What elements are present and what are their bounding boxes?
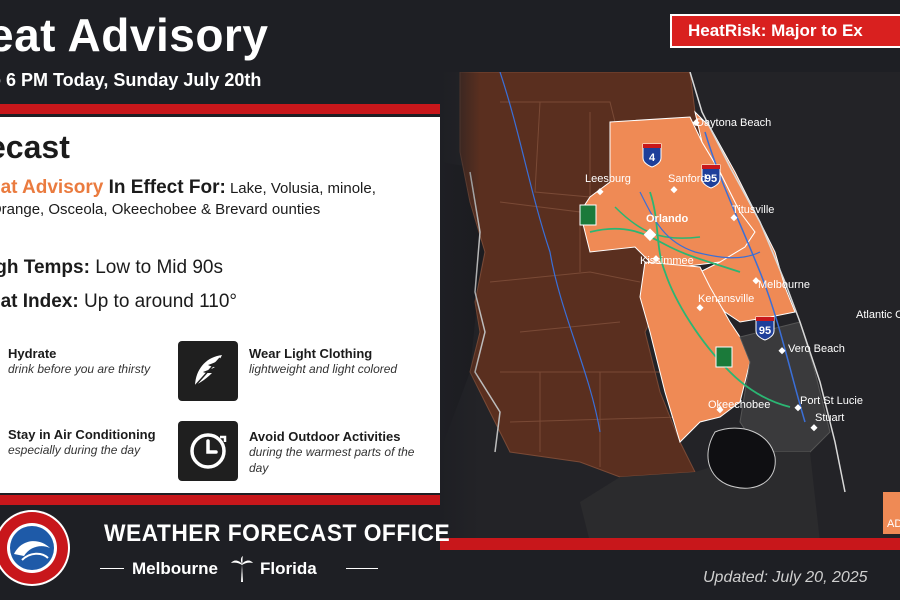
tip-hydrate-text: drink before you are thirsty: [8, 362, 151, 376]
svg-text:4: 4: [649, 152, 656, 164]
svg-text:AD: AD: [887, 518, 900, 530]
tip-hydrate-title: Hydrate: [8, 346, 57, 361]
high-temps-line: igh Temps: Low to Mid 90s: [0, 257, 223, 279]
page-title: eat Advisory: [0, 9, 269, 61]
page-subtitle: o 6 PM Today, Sunday July 20th: [0, 70, 262, 90]
tip-ac-title: Stay in Air Conditioning: [8, 427, 156, 442]
interstate-95-shield-south: 95: [755, 316, 775, 341]
interstate-4-shield: 4: [642, 143, 662, 168]
svg-text:Kissimmee: Kissimmee: [640, 255, 694, 267]
nws-logo: [0, 508, 72, 588]
office-title: WEATHER FORECAST OFFICE: [104, 520, 451, 547]
bottom-accent-bar: [0, 495, 470, 505]
svg-text:Vero Beach: Vero Beach: [788, 343, 845, 355]
forecast-title: ecast: [0, 129, 70, 165]
legend-swatch: [883, 492, 900, 534]
svg-text:Orlando: Orlando: [646, 213, 688, 225]
svg-text:Titusville: Titusville: [732, 204, 774, 216]
turnpike-sign-north: [579, 204, 597, 226]
divider-right: [346, 568, 378, 569]
svg-text:Kenansville: Kenansville: [698, 293, 754, 305]
tip-outdoor-text: during the warmest parts of the day: [249, 445, 415, 475]
advisory-county-osceola: [639, 261, 751, 443]
tip-ac-text: especially during the day: [8, 443, 141, 457]
tip-clothing-text: lightweight and light colored: [249, 362, 398, 376]
tip-clothing-title: Wear Light Clothing: [249, 346, 373, 361]
advisory-highlight: eat Advisory: [0, 177, 104, 198]
feather-icon: [178, 341, 238, 401]
tip-hydrate: Hydrate drink before you are thirsty: [8, 346, 158, 377]
advisory-text: eat Advisory In Effect For: Lake, Volusi…: [0, 177, 410, 220]
svg-text:Stuart: Stuart: [815, 412, 844, 424]
heatrisk-badge: HeatRisk: Major to Ex: [670, 14, 900, 48]
heat-index-line: eat Index: Up to around 110°: [0, 291, 237, 313]
divider-left: [100, 568, 124, 569]
updated-timestamp: Updated: July 20, 2025: [703, 569, 868, 586]
advisory-counties: Lake, Volusia, minole, Orange, Osceola, …: [0, 180, 376, 218]
svg-text:95: 95: [759, 325, 771, 337]
advisory-label: In Effect For:: [103, 177, 226, 198]
interstate-95-shield-north: 95: [701, 164, 721, 189]
svg-text:Leesburg: Leesburg: [585, 173, 631, 185]
lake-okeechobee: [707, 427, 776, 489]
map-accent-bar: [440, 538, 900, 550]
office-city: Melbourne: [132, 559, 218, 578]
turnpike-sign-south: [715, 346, 733, 368]
tip-outdoor-title: Avoid Outdoor Activities: [249, 429, 401, 444]
heat-index-label: eat Index:: [0, 291, 79, 312]
office-location: Melbourne Florida: [100, 556, 378, 582]
heat-index-value: Up to around 110°: [78, 291, 238, 312]
tip-outdoor: Avoid Outdoor Activities during the warm…: [249, 429, 424, 476]
svg-text:95: 95: [705, 173, 717, 185]
svg-text:Okeechobee: Okeechobee: [708, 399, 770, 411]
forecast-panel: ecast eat Advisory In Effect For: Lake, …: [0, 117, 470, 493]
svg-text:Sanford: Sanford: [668, 173, 707, 185]
svg-text:Daytona Beach: Daytona Beach: [696, 117, 771, 129]
svg-text:Atlantic Ocean: Atlantic Ocean: [856, 309, 900, 321]
office-state: Florida: [260, 559, 317, 578]
top-accent-bar: [0, 104, 470, 114]
clock-icon: [178, 421, 238, 481]
high-temps-label: igh Temps:: [0, 257, 90, 278]
svg-text:Port St Lucie: Port St Lucie: [800, 395, 863, 407]
svg-text:Melbourne: Melbourne: [758, 279, 810, 291]
advisory-map: 4 95 95 Day: [440, 71, 900, 542]
palm-tree-icon: [230, 556, 254, 587]
tip-ac: Stay in Air Conditioning especially duri…: [8, 427, 178, 458]
tip-clothing: Wear Light Clothing lightweight and ligh…: [249, 346, 419, 377]
high-temps-value: Low to Mid 90s: [89, 257, 224, 278]
